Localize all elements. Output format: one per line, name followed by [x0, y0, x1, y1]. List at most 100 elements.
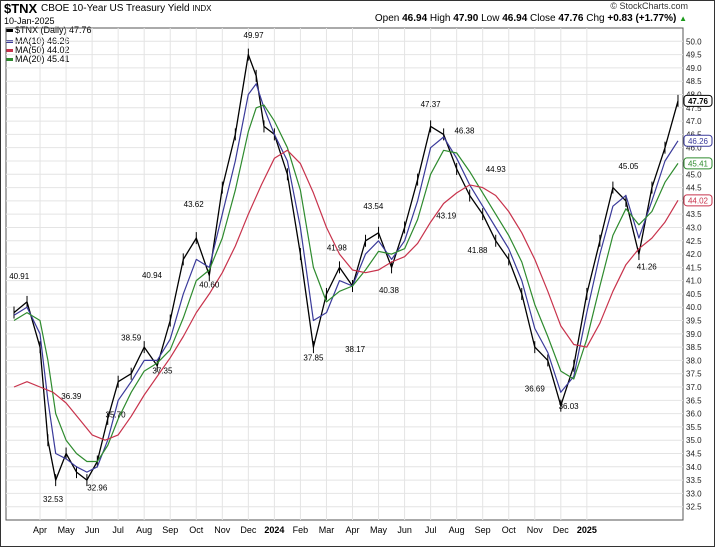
close-label: Close	[530, 13, 556, 24]
x-tick-label: Jul	[112, 525, 124, 535]
data-annotation: 35.70	[106, 411, 127, 420]
y-tick-label: 49.5	[686, 51, 702, 60]
data-annotation: 46.38	[454, 127, 475, 136]
data-annotation: 38.59	[121, 334, 142, 343]
x-tick-label: Dec	[240, 525, 257, 535]
y-tick-label: 36.5	[686, 396, 702, 405]
data-annotation: 36.03	[559, 402, 580, 411]
y-tick-label: 36.0	[686, 410, 702, 419]
ohlc-readout: Open 46.94 High 47.90 Low 46.94 Close 47…	[375, 13, 687, 24]
x-tick-label: Sep	[162, 525, 178, 535]
data-annotation: 45.05	[618, 162, 639, 171]
y-tick-label: 33.5	[686, 476, 702, 485]
up-arrow-icon: ▲	[679, 14, 687, 23]
y-tick-label: 47.5	[686, 104, 702, 113]
legend-ma50: MA(50) 44.02	[6, 45, 70, 55]
high-value: 47.90	[453, 13, 479, 24]
y-tick-label: 35.0	[686, 436, 702, 445]
data-annotation: 36.39	[61, 392, 82, 401]
data-annotation: 38.17	[345, 345, 366, 354]
series-line	[13, 104, 679, 463]
legend-swatch	[6, 49, 13, 53]
x-tick-label: Aug	[136, 525, 152, 535]
y-tick-label: 42.0	[686, 250, 702, 259]
data-annotation: 36.69	[525, 384, 546, 393]
y-tick-label: 47.0	[686, 117, 702, 126]
high-label: High	[429, 13, 451, 24]
price-marker	[683, 194, 713, 207]
price-marker	[683, 134, 713, 147]
x-tick-label: Apr	[345, 525, 359, 535]
legend-ma20: MA(20) 45.41	[6, 54, 70, 64]
data-annotation: 40.38	[379, 286, 400, 295]
plot-area	[5, 27, 684, 521]
x-tick-label: May	[58, 525, 76, 535]
x-tick-label: 2025	[577, 525, 597, 535]
change-label: Chg	[586, 13, 605, 24]
data-annotation: 37.35	[152, 367, 173, 376]
y-tick-label: 32.5	[686, 503, 702, 512]
x-tick-label: Jun	[397, 525, 412, 535]
data-annotation: 37.85	[303, 353, 324, 362]
price-marker-label: 47.76	[688, 97, 709, 106]
x-tick-label: Sep	[475, 525, 491, 535]
x-tick-label: Mar	[319, 525, 335, 535]
y-tick-label: 35.5	[686, 423, 702, 432]
y-tick-label: 49.0	[686, 64, 702, 73]
x-tick-label: Nov	[527, 525, 544, 535]
y-tick-label: 43.5	[686, 210, 702, 219]
y-tick-label: 43.0	[686, 223, 702, 232]
legend-swatch	[6, 29, 13, 33]
data-annotation: 43.19	[436, 211, 457, 220]
y-tick-label: 41.5	[686, 263, 702, 272]
y-tick-label: 34.0	[686, 463, 702, 472]
data-annotation: 41.98	[327, 244, 348, 253]
data-annotation: 43.62	[184, 200, 205, 209]
symbol-label: $TNX	[4, 1, 38, 16]
price-marker	[683, 94, 713, 107]
low-value: 46.94	[502, 13, 528, 24]
price-marker-label: 46.26	[688, 137, 709, 146]
data-annotation: 32.53	[43, 495, 64, 504]
x-tick-label: Jul	[425, 525, 437, 535]
y-tick-label: 40.5	[686, 290, 702, 299]
open-value: 46.94	[402, 13, 428, 24]
x-tick-label: Jun	[85, 525, 100, 535]
price-marker	[683, 157, 713, 170]
series-line	[13, 83, 679, 473]
data-annotation: 40.91	[9, 272, 30, 281]
instrument-name: CBOE 10-Year US Treasury Yield INDX	[41, 3, 212, 14]
x-tick-label: Aug	[449, 525, 465, 535]
y-tick-label: 50.0	[686, 37, 702, 46]
data-annotation: 41.88	[467, 246, 488, 255]
data-annotation: 41.26	[637, 263, 658, 272]
x-tick-label: Feb	[293, 525, 309, 535]
series-line	[13, 149, 679, 441]
legend-ma20-text: MA(20) 45.41	[15, 54, 70, 64]
x-tick-label: 2024	[264, 525, 284, 535]
data-annotation: 40.94	[142, 271, 163, 280]
legend-swatch	[6, 58, 13, 62]
y-tick-label: 41.0	[686, 277, 702, 286]
x-tick-label: May	[370, 525, 388, 535]
open-label: Open	[374, 13, 400, 24]
y-tick-label: 48.5	[686, 77, 702, 86]
change-value: +0.83 (+1.77%)	[607, 13, 677, 24]
date-label: 10-Jan-2025	[4, 16, 55, 26]
data-annotation: 49.97	[244, 31, 265, 40]
y-tick-label: 37.0	[686, 383, 702, 392]
y-tick-label: 40.0	[686, 303, 702, 312]
y-tick-label: 39.0	[686, 330, 702, 339]
y-tick-label: 38.5	[686, 343, 702, 352]
y-tick-label: 37.5	[686, 370, 702, 379]
legend-price: $TNX (Daily) 47.76	[6, 25, 92, 35]
y-tick-label: 44.5	[686, 184, 702, 193]
y-tick-label: 33.0	[686, 489, 702, 498]
legend-price-text: $TNX (Daily) 47.76	[15, 25, 92, 35]
y-tick-label: 39.5	[686, 317, 702, 326]
x-tick-label: Dec	[553, 525, 570, 535]
x-tick-label: Nov	[214, 525, 231, 535]
data-annotation: 32.96	[87, 483, 108, 492]
y-tick-label: 46.0	[686, 144, 702, 153]
